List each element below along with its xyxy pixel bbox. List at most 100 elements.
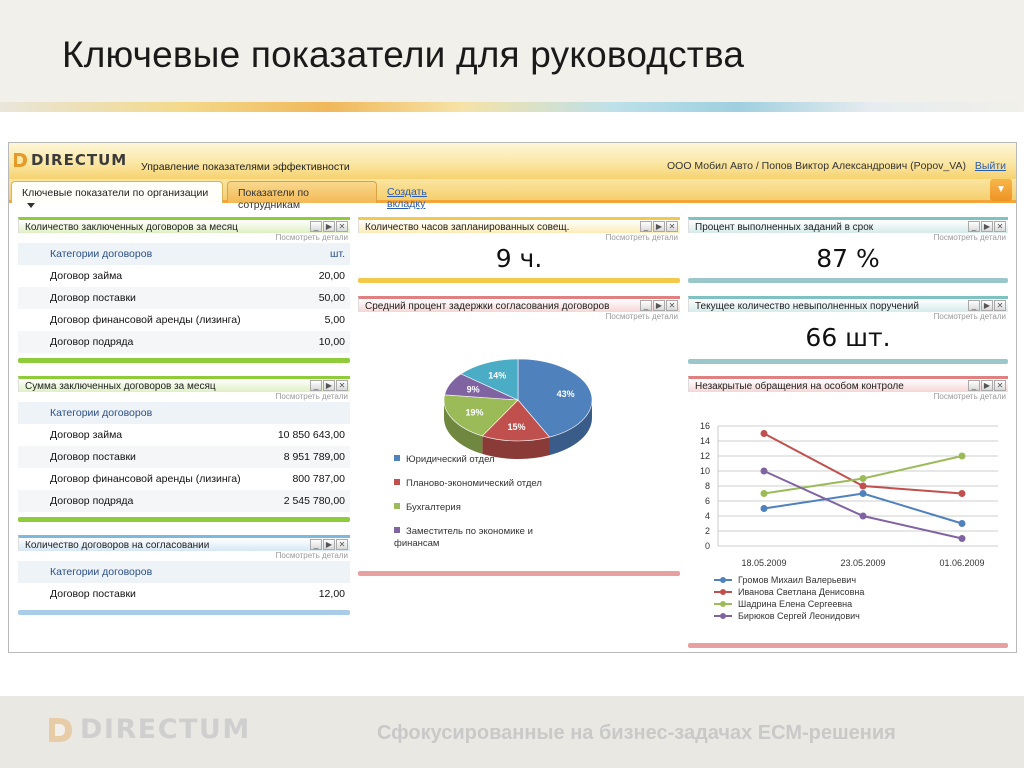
expand-icon[interactable]: ▶ bbox=[323, 221, 335, 232]
tab-org-kpi[interactable]: Ключевые показатели по организации bbox=[11, 181, 223, 208]
pie-data-label: 19% bbox=[465, 407, 483, 417]
minimize-icon[interactable]: _ bbox=[968, 300, 980, 311]
pie-legend-item: Заместитель по экономике и финансам bbox=[394, 526, 564, 550]
pie-legend-item: Планово-экономический отдел bbox=[394, 478, 564, 490]
row-value: 8 951 789,00 bbox=[270, 446, 350, 468]
close-icon[interactable]: ✕ bbox=[666, 300, 678, 311]
footer-tagline: Сфокусированные на бизнес-задачах ЕСМ-ре… bbox=[377, 722, 896, 744]
data-point[interactable] bbox=[859, 475, 867, 482]
widget-header: Текущее количество невыполненных поручен… bbox=[688, 296, 1008, 312]
minimize-icon[interactable]: _ bbox=[310, 539, 322, 550]
data-point[interactable] bbox=[859, 490, 867, 497]
details-link[interactable]: Посмотреть детали bbox=[933, 233, 1006, 242]
pie-slice-side bbox=[482, 435, 550, 459]
user-info: ООО Мобил Авто / Попов Виктор Александро… bbox=[667, 160, 966, 172]
pie-slice[interactable] bbox=[517, 358, 593, 438]
details-link[interactable]: Посмотреть детали bbox=[933, 392, 1006, 401]
row-name: Договор займа bbox=[50, 270, 123, 282]
row-name: Договор подряда bbox=[18, 490, 271, 512]
details-link[interactable]: Посмотреть детали bbox=[275, 551, 348, 560]
minimize-icon[interactable]: _ bbox=[640, 221, 652, 232]
tab-employee-kpi[interactable]: Показатели по сотрудникам bbox=[227, 181, 377, 211]
widget-header: Процент выполненных заданий в срок _ ▶ ✕ bbox=[688, 217, 1008, 233]
widget-footer-bar bbox=[18, 358, 350, 363]
data-point[interactable] bbox=[958, 535, 966, 542]
data-point[interactable] bbox=[859, 512, 867, 520]
table-row[interactable]: Договор поставки 12,00 bbox=[18, 583, 350, 605]
table-row[interactable]: Договор поставки 8 951 789,00 bbox=[18, 446, 350, 468]
table-row[interactable]: Договор финансовой аренды (лизинга) 5,00 bbox=[18, 309, 350, 331]
data-point[interactable] bbox=[760, 490, 768, 497]
row-value: 10,00 bbox=[309, 331, 350, 353]
pie-slice[interactable] bbox=[481, 399, 551, 442]
table-row[interactable]: Договор подряда 10,00 bbox=[18, 331, 350, 353]
table-row[interactable]: Договор займа 10 850 643,00 bbox=[18, 424, 350, 446]
app-brand-text: DIRECTUM bbox=[31, 151, 128, 169]
close-icon[interactable]: ✕ bbox=[994, 380, 1006, 391]
widget-controls: _ ▶ ✕ bbox=[968, 300, 1006, 311]
expand-icon[interactable]: ▶ bbox=[981, 380, 993, 391]
tab-menu-button[interactable]: ▼ bbox=[990, 179, 1012, 201]
widget-open-orders: Текущее количество невыполненных поручен… bbox=[688, 296, 1008, 364]
row-value: 800 787,00 bbox=[292, 473, 345, 485]
expand-icon[interactable]: ▶ bbox=[323, 539, 335, 550]
close-icon[interactable]: ✕ bbox=[336, 221, 348, 232]
legend-swatch bbox=[394, 503, 400, 509]
widget-title: Сумма заключенных договоров за месяц bbox=[25, 381, 216, 392]
data-point[interactable] bbox=[958, 520, 966, 527]
close-icon[interactable]: ✕ bbox=[336, 380, 348, 391]
directum-logo-icon bbox=[14, 153, 27, 167]
legend-label: Шадрина Елена Сергеевна bbox=[738, 599, 852, 609]
legend-label: Бирюков Сергей Леонидович bbox=[738, 611, 860, 621]
widget-title: Количество часов запланированных совещ. bbox=[365, 222, 570, 233]
minimize-icon[interactable]: _ bbox=[968, 380, 980, 391]
expand-icon[interactable]: ▶ bbox=[981, 300, 993, 311]
minimize-icon[interactable]: _ bbox=[640, 300, 652, 311]
details-link[interactable]: Посмотреть детали bbox=[933, 312, 1006, 321]
minimize-icon[interactable]: _ bbox=[968, 221, 980, 232]
data-point[interactable] bbox=[859, 482, 867, 490]
data-point[interactable] bbox=[958, 452, 966, 460]
logout-link[interactable]: Выйти bbox=[974, 160, 1006, 172]
expand-icon[interactable]: ▶ bbox=[981, 221, 993, 232]
data-point[interactable] bbox=[958, 490, 966, 497]
details-link[interactable]: Посмотреть детали bbox=[275, 233, 348, 242]
close-icon[interactable]: ✕ bbox=[666, 221, 678, 232]
create-tab-link[interactable]: Создать вкладку bbox=[387, 186, 427, 210]
details-link[interactable]: Посмотреть детали bbox=[605, 312, 678, 321]
widget-footer-bar bbox=[688, 643, 1008, 648]
close-icon[interactable]: ✕ bbox=[994, 221, 1006, 232]
row-value: 12,00 bbox=[318, 588, 345, 600]
data-point[interactable] bbox=[760, 505, 768, 512]
widget-footer-bar bbox=[688, 278, 1008, 283]
app-header: DIRECTUM Управление показателями эффекти… bbox=[9, 143, 1016, 179]
legend-label: Планово-экономический отдел bbox=[406, 478, 542, 489]
x-tick-label: 18.05.2009 bbox=[741, 558, 786, 568]
pie-slice[interactable] bbox=[460, 358, 519, 401]
minimize-icon[interactable]: _ bbox=[310, 221, 322, 232]
column-header-category: Категории договоров bbox=[18, 402, 271, 424]
table-row[interactable]: Договор финансовой аренды (лизинга) 800 … bbox=[18, 468, 350, 490]
pie-slice[interactable] bbox=[443, 394, 519, 437]
minimize-icon[interactable]: _ bbox=[310, 380, 322, 391]
tab-org-kpi-label: Ключевые показатели по организации bbox=[22, 187, 209, 199]
details-link[interactable]: Посмотреть детали bbox=[275, 392, 348, 401]
expand-icon[interactable]: ▶ bbox=[653, 300, 665, 311]
expand-icon[interactable]: ▶ bbox=[323, 380, 335, 391]
table-row[interactable]: Договор займа 20,00 bbox=[18, 265, 350, 287]
details-link[interactable]: Посмотреть детали bbox=[605, 233, 678, 242]
close-icon[interactable]: ✕ bbox=[336, 539, 348, 550]
widget-special-control: Незакрытые обращения на особом контроле … bbox=[688, 376, 1008, 648]
expand-icon[interactable]: ▶ bbox=[653, 221, 665, 232]
data-point[interactable] bbox=[760, 430, 768, 437]
widget-header: Средний процент задержки согласования до… bbox=[358, 296, 680, 312]
widget-contracts-approval: Количество договоров на согласовании _ ▶… bbox=[18, 535, 350, 615]
data-point[interactable] bbox=[760, 467, 768, 475]
row-name: Договор финансовой аренды (лизинга) bbox=[50, 314, 241, 326]
table-row[interactable]: Договор поставки 50,00 bbox=[18, 287, 350, 309]
legend-swatch bbox=[394, 479, 400, 485]
close-icon[interactable]: ✕ bbox=[994, 300, 1006, 311]
chevron-down-icon: ▼ bbox=[996, 184, 1006, 195]
table-row[interactable]: Договор подряда 2 545 780,00 bbox=[18, 490, 350, 512]
chevron-down-icon[interactable] bbox=[27, 202, 35, 208]
